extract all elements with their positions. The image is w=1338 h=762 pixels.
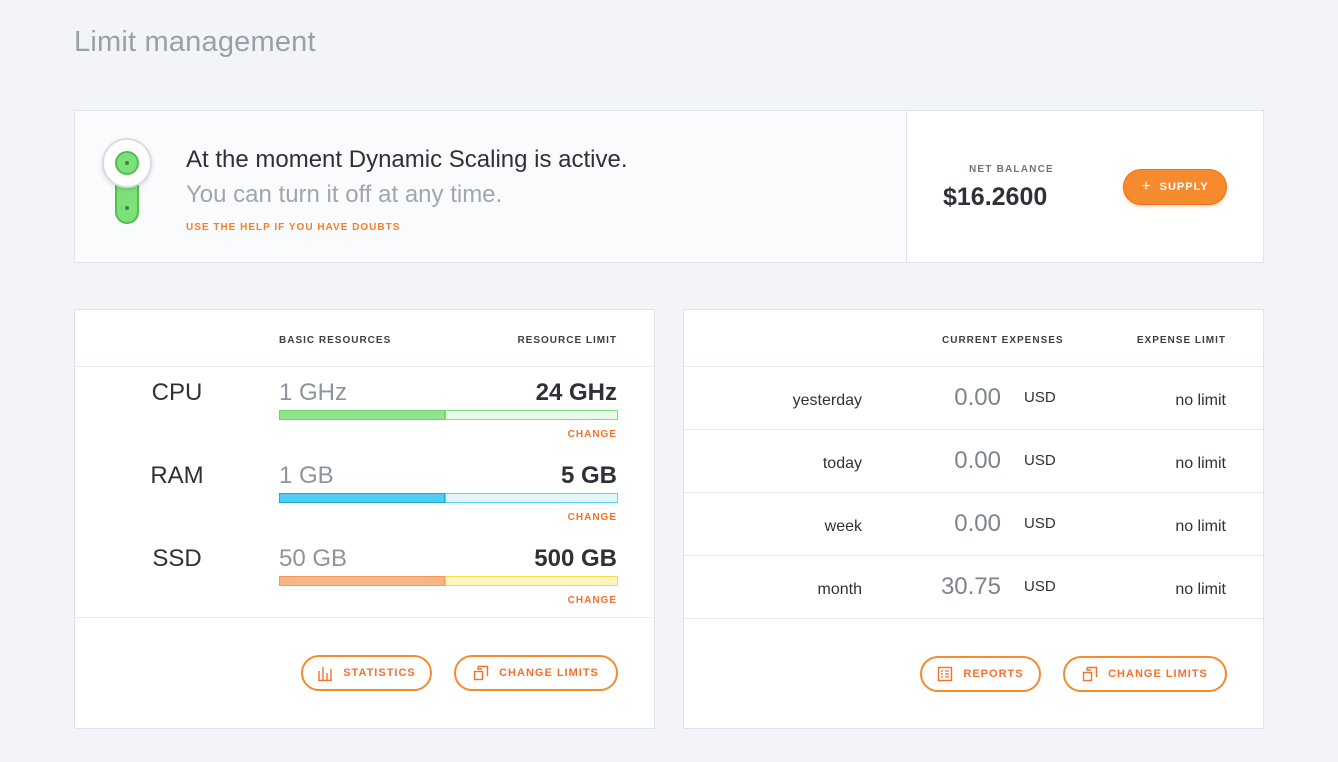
page-title: Limit management — [74, 26, 316, 58]
change-cpu-link[interactable]: CHANGE — [567, 429, 617, 440]
expense-limit: no limit — [1175, 455, 1226, 472]
change-limits-icon — [1082, 666, 1098, 682]
scaling-hint-text: You can turn it off at any time. — [186, 181, 503, 208]
change-limits-icon — [473, 665, 489, 681]
supply-button[interactable]: + SUPPLY — [1123, 169, 1227, 205]
reports-button[interactable]: REPORTS — [920, 656, 1041, 692]
expense-limit: no limit — [1175, 518, 1226, 535]
statistics-button-label: STATISTICS — [343, 667, 416, 679]
expense-currency: USD — [1024, 389, 1056, 406]
resource-limit-ram: 5 GB — [560, 462, 617, 489]
dynamic-scaling-toggle[interactable] — [102, 138, 152, 228]
toggle-knob — [102, 138, 152, 188]
expense-amount: 0.00 — [954, 510, 1001, 537]
scaling-status-panel — [75, 111, 907, 262]
statistics-button[interactable]: STATISTICS — [301, 655, 432, 691]
help-link[interactable]: USE THE HELP IF YOU HAVE DOUBTS — [186, 222, 401, 233]
expenses-card: CURRENT EXPENSES EXPENSE LIMIT yesterday… — [683, 309, 1264, 729]
change-expense-limits-button[interactable]: CHANGE LIMITS — [1063, 656, 1227, 692]
resource-bar-ssd — [279, 576, 618, 586]
resource-basic-cpu: 1 GHz — [279, 379, 348, 406]
expense-limit: no limit — [1175, 581, 1226, 598]
resource-bar-cpu — [279, 410, 618, 420]
resource-limit-ssd: 500 GB — [534, 545, 617, 572]
resource-name-ssd: SSD — [152, 545, 202, 572]
resource-name-cpu: CPU — [151, 379, 203, 406]
resource-name-ram: RAM — [150, 462, 204, 489]
resource-basic-ram: 1 GB — [279, 462, 334, 489]
basic-resources-header: BASIC RESOURCES — [279, 335, 392, 346]
current-expenses-header: CURRENT EXPENSES — [942, 335, 1064, 346]
resource-bar-ram — [279, 493, 618, 503]
expense-period: yesterday — [792, 392, 862, 409]
expense-currency: USD — [1024, 515, 1056, 532]
expense-period: today — [822, 455, 862, 472]
expense-period: week — [824, 518, 862, 535]
expense-period: month — [817, 581, 862, 598]
scaling-status-text: At the moment Dynamic Scaling is active. — [186, 146, 628, 173]
expense-amount: 0.00 — [954, 384, 1001, 411]
expense-currency: USD — [1024, 578, 1056, 595]
reports-button-label: REPORTS — [963, 668, 1024, 680]
change-ram-link[interactable]: CHANGE — [567, 512, 617, 523]
plus-icon: + — [1141, 178, 1152, 195]
supply-button-label: SUPPLY — [1159, 181, 1209, 193]
change-ssd-link[interactable]: CHANGE — [567, 595, 617, 606]
resource-basic-ssd: 50 GB — [279, 545, 348, 572]
change-limits-button-label: CHANGE LIMITS — [1108, 668, 1208, 680]
resource-limit-cpu: 24 GHz — [535, 379, 617, 406]
net-balance-label: NET BALANCE — [969, 164, 1054, 175]
reports-icon — [938, 666, 953, 682]
change-limits-button-label: CHANGE LIMITS — [499, 667, 599, 679]
expense-limit-header: EXPENSE LIMIT — [1136, 335, 1226, 346]
dynamic-scaling-banner: At the moment Dynamic Scaling is active.… — [74, 110, 1264, 263]
resources-card: BASIC RESOURCES RESOURCE LIMIT CPU 1 GHz… — [74, 309, 655, 729]
expense-limit: no limit — [1175, 392, 1226, 409]
net-balance-value: $16.2600 — [943, 183, 1048, 211]
change-limits-button[interactable]: CHANGE LIMITS — [454, 655, 618, 691]
statistics-icon — [318, 667, 333, 681]
expense-amount: 30.75 — [940, 573, 1001, 600]
resource-limit-header: RESOURCE LIMIT — [517, 335, 617, 346]
expense-amount: 0.00 — [954, 447, 1001, 474]
expense-currency: USD — [1024, 452, 1056, 469]
